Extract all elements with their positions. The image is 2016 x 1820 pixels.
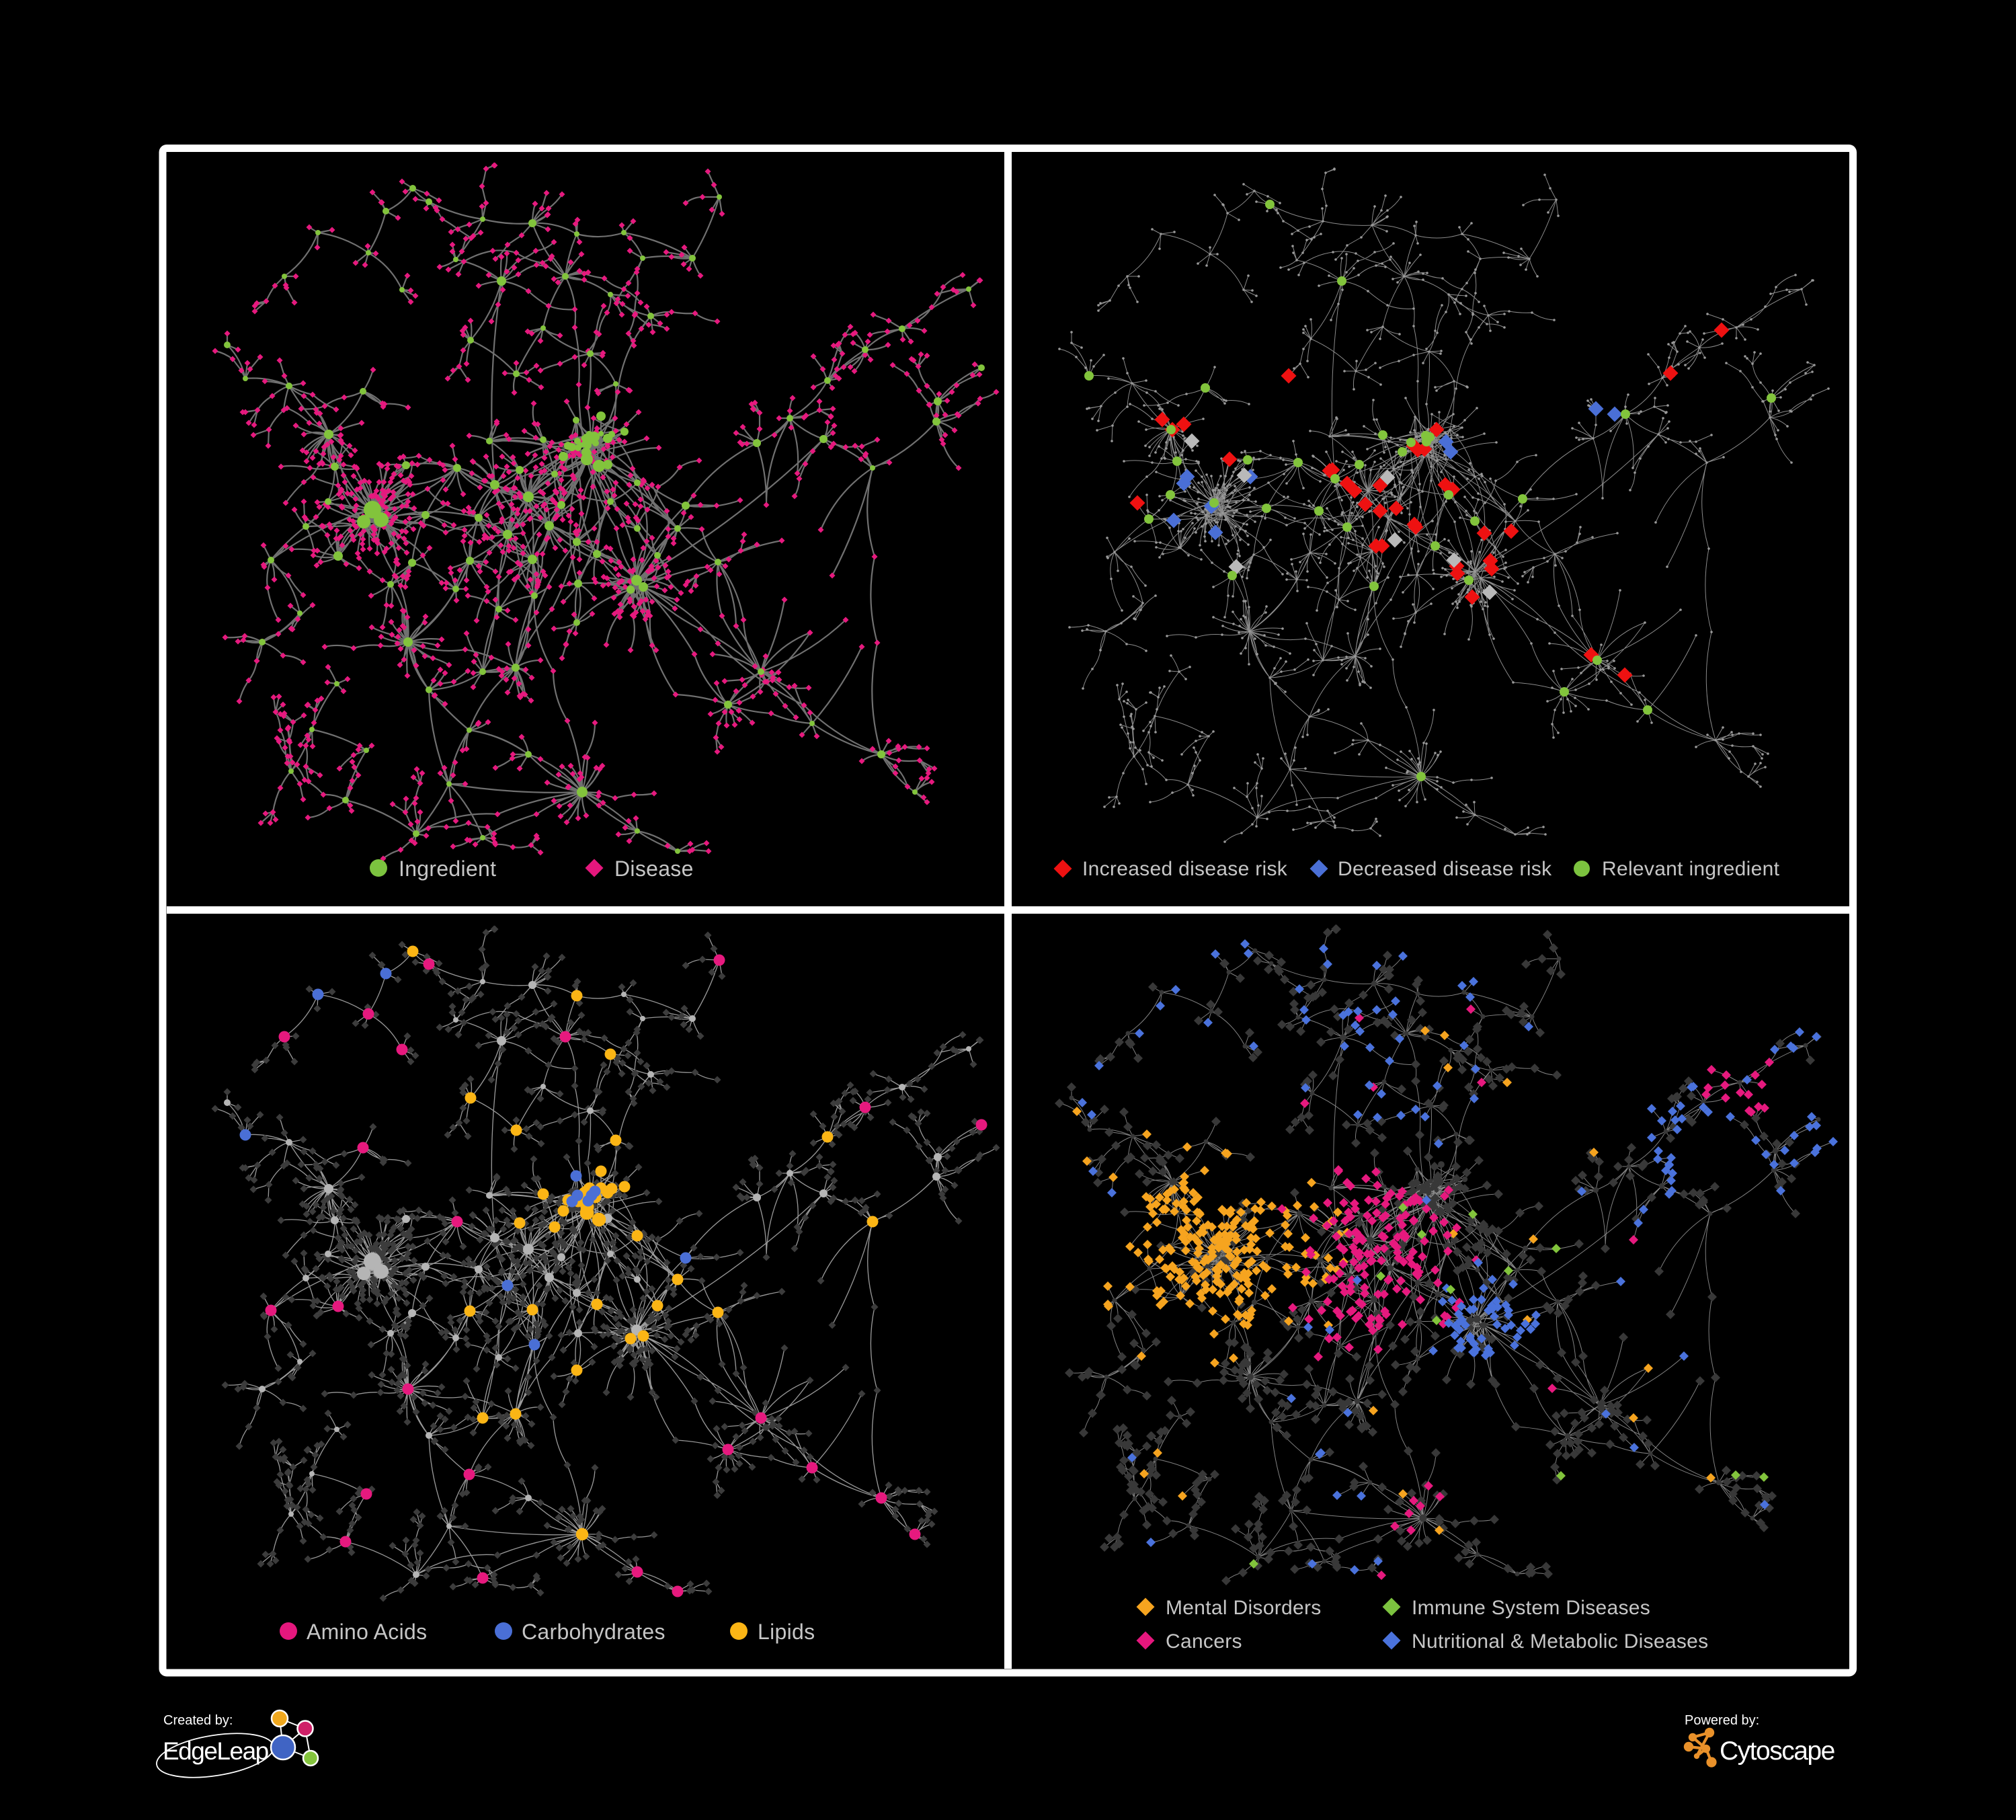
svg-text:Carbohydrates: Carbohydrates: [522, 1620, 666, 1644]
svg-text:EdgeLeap: EdgeLeap: [163, 1737, 269, 1765]
svg-text:Decreased disease risk: Decreased disease risk: [1338, 858, 1552, 880]
svg-text:Immune System Diseases: Immune System Diseases: [1412, 1597, 1650, 1619]
svg-text:Cytoscape: Cytoscape: [1720, 1737, 1834, 1766]
svg-text:Disease: Disease: [614, 857, 694, 881]
svg-text:Increased disease risk: Increased disease risk: [1082, 858, 1288, 880]
svg-text:Powered by:: Powered by:: [1685, 1713, 1759, 1728]
svg-text:Cancers: Cancers: [1166, 1630, 1242, 1653]
svg-text:Amino Acids: Amino Acids: [307, 1620, 427, 1644]
svg-text:Lipids: Lipids: [758, 1620, 815, 1644]
svg-text:Created by:: Created by:: [163, 1713, 233, 1728]
svg-text:Ingredient: Ingredient: [399, 857, 496, 881]
svg-text:Mental Disorders: Mental Disorders: [1166, 1597, 1322, 1619]
svg-text:Nutritional & Metabolic Diseas: Nutritional & Metabolic Diseases: [1412, 1630, 1708, 1653]
svg-text:Relevant ingredient: Relevant ingredient: [1602, 858, 1780, 880]
